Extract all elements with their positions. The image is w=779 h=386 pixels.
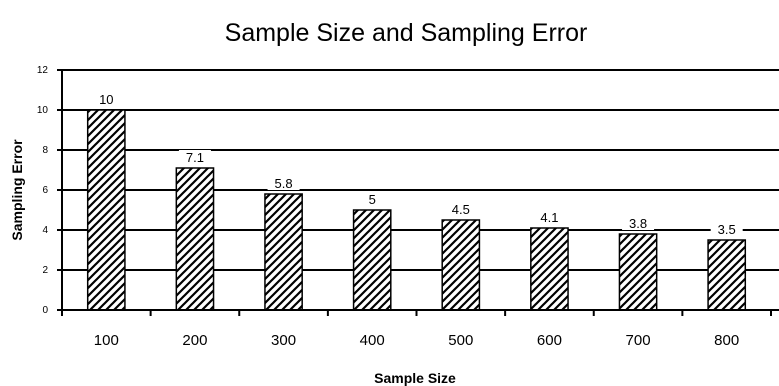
- data-label-bg: [94, 92, 119, 106]
- x-tick-label: 300: [271, 332, 296, 349]
- x-tick-label: 200: [182, 332, 207, 349]
- bars: [86, 109, 747, 311]
- y-tick-label: 6: [42, 185, 48, 196]
- x-tick-label: 600: [537, 332, 562, 349]
- x-tick-label: 800: [714, 332, 739, 349]
- data-label-bg: [710, 222, 743, 236]
- data-labels: 10 7.1 5.8 5 4.5 4.1 3.8 3.5: [94, 92, 743, 237]
- x-tick-label: 700: [626, 332, 651, 349]
- bar: [86, 109, 126, 311]
- data-label: 3.8: [629, 216, 647, 231]
- data-label: 3.5: [718, 222, 736, 237]
- data-label-bg: [178, 150, 211, 164]
- data-label: 5: [369, 192, 376, 207]
- bar: [352, 209, 392, 311]
- bar: [175, 167, 215, 311]
- data-label: 4.1: [540, 210, 558, 225]
- data-label: 10: [99, 92, 113, 107]
- data-label-bg: [533, 210, 566, 224]
- y-axis-label: Sampling Error: [9, 139, 25, 241]
- x-tick-label: 400: [360, 332, 385, 349]
- bar: [441, 219, 481, 311]
- y-tick-labels: 0 2 4 6 8 10 12: [37, 65, 49, 316]
- bar: [530, 227, 569, 311]
- y-tick-label: 2: [42, 265, 48, 276]
- data-label-bg: [364, 192, 381, 206]
- y-tick-label: 12: [37, 65, 49, 76]
- axes: [57, 69, 779, 316]
- y-tick-label: 10: [37, 105, 49, 116]
- data-label-bg: [444, 202, 477, 216]
- bar: [618, 233, 658, 311]
- data-label: 4.5: [452, 202, 470, 217]
- data-label-bg: [267, 176, 300, 190]
- x-axis-label: Sample Size: [374, 370, 456, 386]
- x-tick-labels: 100 200 300 400 500 600 700 800: [94, 332, 739, 349]
- y-tick-label: 4: [42, 225, 48, 236]
- data-label: 7.1: [186, 150, 204, 165]
- y-tick-label: 0: [42, 305, 48, 316]
- x-tick-label: 100: [94, 332, 119, 349]
- y-tick-label: 8: [42, 145, 48, 156]
- data-label-bg: [622, 216, 655, 230]
- data-label: 5.8: [275, 176, 293, 191]
- bar: [707, 239, 747, 311]
- gridlines: [62, 69, 779, 271]
- x-tick-label: 500: [448, 332, 473, 349]
- chart-title: Sample Size and Sampling Error: [225, 19, 588, 47]
- bar: [264, 193, 303, 311]
